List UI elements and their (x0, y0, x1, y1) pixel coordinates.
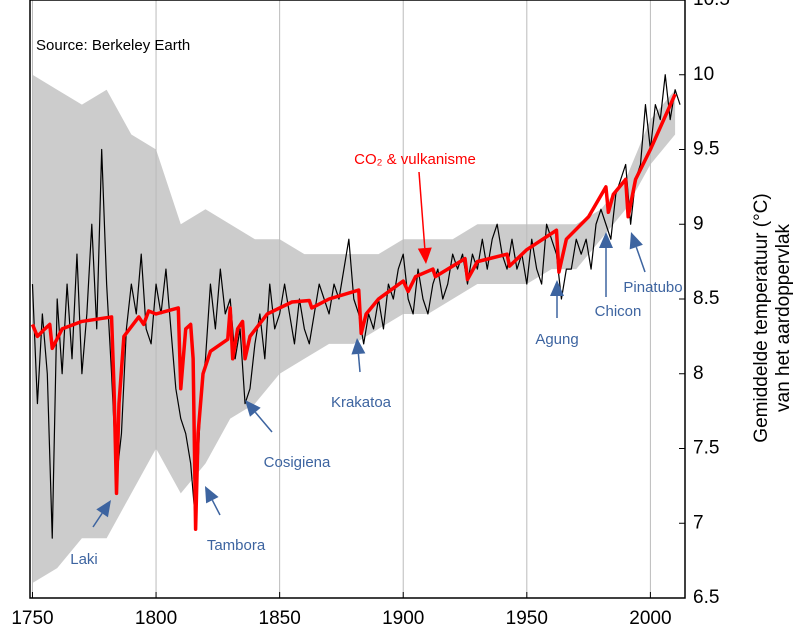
y-tick-label: 8 (693, 363, 704, 384)
annotation-arrow (211, 499, 221, 516)
y-tick-label: 6.5 (693, 587, 719, 608)
fit-line (30, 93, 677, 531)
x-tick-label: 2000 (629, 608, 671, 629)
annotation-arrow (254, 411, 273, 433)
y-tick-label: 7 (693, 512, 704, 533)
annotation-arrow (92, 512, 103, 528)
arrow-head (599, 232, 613, 248)
annotation: Cosigiena (264, 454, 331, 471)
y-tick-label: 7.5 (693, 438, 719, 459)
annotation: Pinatubo (623, 279, 682, 296)
arrow-head (96, 500, 111, 518)
arrow-head (417, 247, 432, 264)
x-tick-label: 1800 (135, 608, 177, 629)
source: Source: Berkeley Earth (36, 37, 190, 54)
y-tick-label: 10.5 (693, 0, 730, 10)
x-tick-label: 1850 (259, 608, 301, 629)
plot-area (30, 0, 681, 598)
arrow-head (245, 400, 261, 417)
y-tick-label: 8.5 (693, 288, 719, 309)
annotation: Chicon (595, 303, 642, 320)
annotation: Krakatoa (331, 394, 392, 411)
annotation: Tambora (207, 537, 266, 554)
annotation-arrow (357, 353, 361, 373)
annual-line (31, 74, 681, 539)
y-tick-label: 9.5 (693, 139, 719, 160)
annotation: CO₂ & vulkanisme (354, 151, 476, 168)
arrow-head (351, 338, 366, 355)
x-tick-label: 1750 (11, 608, 53, 629)
annotation: Agung (535, 331, 578, 348)
arrow-head (629, 232, 643, 250)
y-tick-label: 10 (693, 64, 714, 85)
x-tick-label: 1900 (382, 608, 424, 629)
annotation-arrow (635, 246, 646, 273)
x-tick-label: 1950 (506, 608, 548, 629)
arrow-head (550, 280, 564, 296)
annotation-arrow (418, 171, 426, 249)
annotation: Laki (70, 551, 98, 568)
y-tick-label: 9 (693, 213, 704, 234)
y-axis-label: van het aardoppervlak (773, 223, 794, 412)
arrow-head (205, 486, 219, 504)
y-axis-label: Gemiddelde temperatuur (°C) (751, 193, 772, 442)
